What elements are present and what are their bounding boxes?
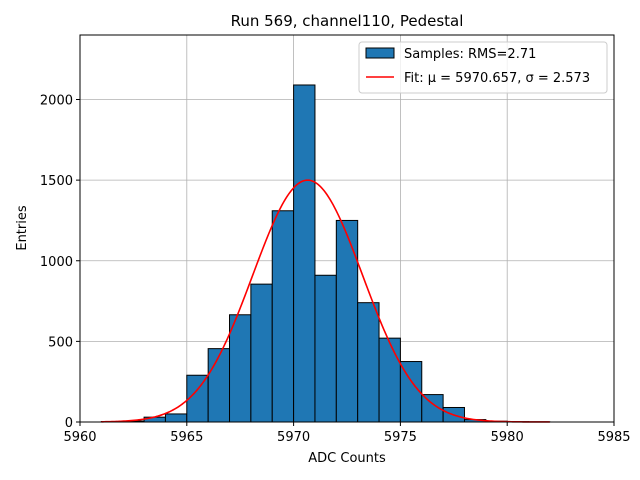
histogram-bar bbox=[293, 84, 316, 423]
histogram-bar bbox=[314, 274, 337, 423]
y-axis-ticks: 0 500 1000 1500 2000 bbox=[40, 94, 80, 431]
x-tick-label: 5970 bbox=[277, 430, 310, 445]
histogram-bar bbox=[164, 413, 188, 423]
y-tick-label: 500 bbox=[48, 335, 73, 350]
histogram-bar bbox=[357, 302, 380, 423]
x-tick-label: 5985 bbox=[597, 430, 630, 445]
x-axis-ticks: 5960 5965 5970 5975 5980 5985 bbox=[63, 422, 631, 445]
plot-frame bbox=[79, 34, 615, 423]
legend-samples-label: Samples: RMS=2.71 bbox=[404, 47, 536, 62]
legend: Samples: RMS=2.71 Fit: μ = 5970.657, σ =… bbox=[358, 41, 608, 94]
y-axis-label: Entries bbox=[15, 205, 30, 251]
x-tick-label: 5980 bbox=[491, 430, 524, 445]
y-tick-label: 0 bbox=[65, 416, 73, 431]
histogram-bar bbox=[378, 337, 401, 423]
x-axis-label: ADC Counts bbox=[308, 451, 386, 466]
histogram-bars bbox=[100, 84, 551, 423]
x-tick-label: 5975 bbox=[384, 430, 417, 445]
chart-title: Run 569, channel110, Pedestal bbox=[231, 12, 464, 30]
y-tick-label: 1000 bbox=[40, 255, 73, 270]
histogram-bar bbox=[250, 283, 273, 423]
y-tick-label: 2000 bbox=[40, 94, 73, 109]
x-tick-label: 5965 bbox=[170, 430, 203, 445]
x-tick-label: 5960 bbox=[63, 430, 96, 445]
legend-box bbox=[358, 41, 608, 94]
histogram-bar bbox=[186, 374, 209, 423]
legend-samples-swatch bbox=[365, 47, 395, 59]
histogram-bar bbox=[271, 210, 295, 423]
histogram-bar bbox=[207, 348, 231, 423]
y-tick-label: 1500 bbox=[40, 174, 73, 189]
histogram-bar bbox=[229, 314, 252, 423]
histogram-bar bbox=[335, 219, 359, 423]
legend-fit-label: Fit: μ = 5970.657, σ = 2.573 bbox=[404, 71, 590, 86]
fit-curve bbox=[101, 179, 550, 423]
